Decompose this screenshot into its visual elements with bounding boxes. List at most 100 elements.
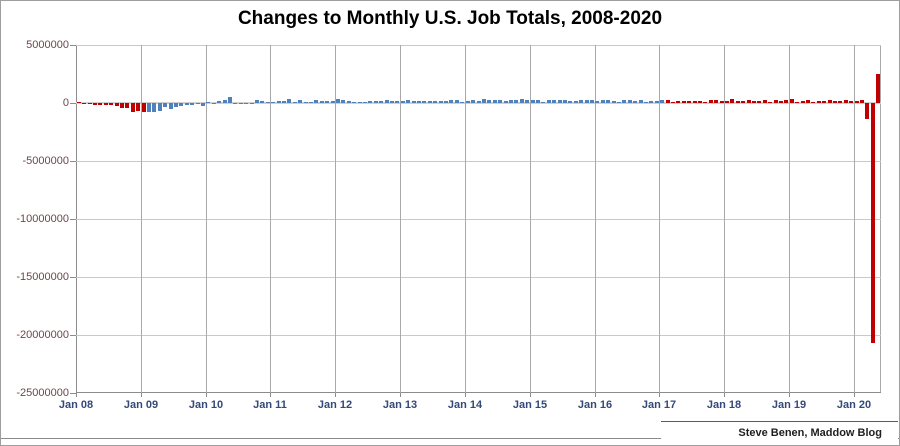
- h-gridline: [76, 335, 881, 336]
- job-change-bar: [573, 101, 578, 103]
- job-change-bar: [795, 102, 800, 103]
- job-change-bar: [449, 100, 454, 103]
- job-change-bar: [492, 99, 497, 103]
- job-change-bar: [152, 103, 157, 113]
- job-change-bar: [568, 101, 573, 103]
- job-change-bar: [816, 100, 821, 103]
- job-change-bar: [271, 102, 276, 103]
- job-change-bar: [670, 102, 675, 103]
- job-change-bar: [92, 103, 97, 106]
- job-change-bar: [552, 99, 557, 103]
- job-change-bar: [730, 99, 735, 103]
- job-change-bar: [508, 99, 513, 103]
- job-change-bar: [784, 100, 789, 103]
- job-change-bar: [298, 100, 303, 103]
- x-tick-mark: [76, 393, 77, 397]
- y-tick-label: 0: [62, 97, 69, 109]
- job-change-bar: [330, 100, 335, 103]
- x-tick-label: Jan 13: [382, 399, 418, 411]
- job-change-bar: [725, 100, 730, 103]
- job-change-bar: [735, 101, 740, 103]
- job-change-bar: [168, 103, 173, 109]
- job-change-bar: [336, 99, 341, 103]
- job-change-bar: [249, 103, 254, 104]
- job-change-bar: [222, 100, 227, 103]
- year-gridline: [530, 45, 531, 393]
- job-change-bar: [384, 100, 389, 103]
- job-change-bar: [303, 101, 308, 103]
- x-tick-label: Jan 16: [577, 399, 613, 411]
- job-change-bar: [800, 101, 805, 103]
- x-tick-mark: [854, 393, 855, 397]
- footer-divider: [1, 438, 899, 439]
- job-change-bar: [352, 101, 357, 103]
- job-change-bar: [546, 100, 551, 103]
- job-change-bar: [870, 103, 875, 343]
- job-change-bar: [157, 103, 162, 112]
- plot-area: [76, 45, 881, 393]
- job-change-bar: [125, 103, 130, 109]
- job-change-bar: [616, 102, 621, 103]
- job-change-bar: [600, 100, 605, 103]
- job-change-bar: [211, 103, 216, 104]
- job-change-bar: [838, 101, 843, 103]
- job-change-bar: [481, 99, 486, 103]
- job-change-bar: [390, 100, 395, 103]
- job-change-bar: [633, 100, 638, 103]
- zero-gridline: [76, 102, 881, 104]
- y-tick-mark: [70, 161, 76, 162]
- chart-title: Changes to Monthly U.S. Job Totals, 2008…: [237, 8, 663, 29]
- job-change-bar: [595, 101, 600, 103]
- y-tick-label: -10000000: [16, 213, 69, 225]
- job-change-bar: [265, 102, 270, 103]
- job-change-bar: [292, 101, 297, 103]
- job-change-bar: [860, 100, 865, 103]
- job-change-bar: [433, 101, 438, 103]
- job-change-bar: [114, 103, 119, 106]
- x-tick-mark: [530, 393, 531, 397]
- job-change-bar: [184, 103, 189, 106]
- year-gridline: [400, 45, 401, 393]
- job-change-bar: [843, 99, 848, 103]
- job-change-bar: [708, 99, 713, 103]
- job-change-bar: [276, 101, 281, 103]
- job-change-bar: [427, 100, 432, 103]
- y-tick-mark: [70, 219, 76, 220]
- x-tick-label: Jan 08: [58, 399, 94, 411]
- job-change-bar: [487, 100, 492, 103]
- x-tick-label: Jan 19: [771, 399, 807, 411]
- job-change-bar: [503, 100, 508, 103]
- job-change-bar: [557, 100, 562, 103]
- x-tick-mark: [141, 393, 142, 397]
- job-change-bar: [611, 101, 616, 103]
- job-change-bar: [227, 97, 232, 103]
- job-change-bar: [87, 103, 92, 104]
- job-change-bar: [806, 100, 811, 103]
- h-gridline: [76, 45, 881, 46]
- x-tick-mark: [400, 393, 401, 397]
- job-change-bar: [654, 101, 659, 103]
- attribution-text: Steve Benen, Maddow Blog: [738, 427, 882, 439]
- y-tick-mark: [70, 103, 76, 104]
- y-tick-label: 5000000: [26, 39, 69, 51]
- year-gridline: [270, 45, 271, 393]
- x-tick-mark: [595, 393, 596, 397]
- x-tick-label: Jan 12: [317, 399, 353, 411]
- job-change-bar: [119, 103, 124, 109]
- job-change-bar: [254, 100, 259, 103]
- job-change-bar: [373, 101, 378, 103]
- x-tick-label: Jan 10: [188, 399, 224, 411]
- job-change-bar: [363, 101, 368, 103]
- job-change-bar: [244, 103, 249, 104]
- job-change-bar: [622, 99, 627, 103]
- x-tick-mark: [659, 393, 660, 397]
- x-tick-label: Jan 15: [512, 399, 548, 411]
- job-change-bar: [411, 101, 416, 103]
- year-gridline: [465, 45, 466, 393]
- job-change-bar: [514, 100, 519, 103]
- job-change-bar: [179, 103, 184, 106]
- y-tick-label: -25000000: [16, 387, 69, 399]
- job-change-bar: [584, 99, 589, 103]
- job-change-bar: [400, 100, 405, 103]
- job-change-bar: [779, 100, 784, 103]
